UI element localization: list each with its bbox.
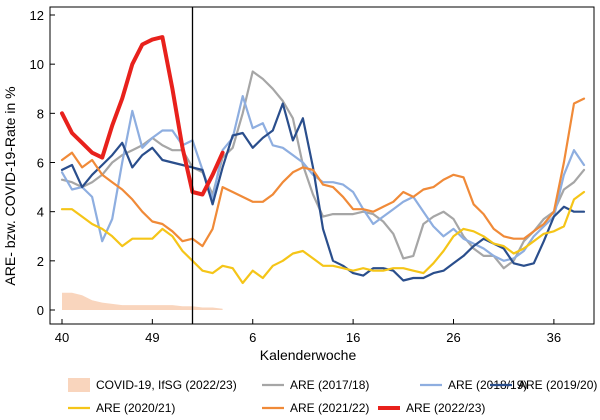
legend-item: ARE (2022/23) — [378, 401, 485, 415]
y-axis-title: ARE- bzw. COVID-19-Rate in % — [2, 86, 18, 285]
x-tick-label: 26 — [446, 330, 460, 345]
y-tick-label: 6 — [37, 156, 44, 171]
plot-area — [49, 6, 595, 325]
legend-item: ARE (2018/19) — [420, 378, 527, 392]
legend-item: ARE (2017/18) — [262, 378, 369, 392]
y-tick-label: 0 — [37, 303, 44, 318]
x-tick-label: 16 — [346, 330, 360, 345]
legend-item: ARE (2019/20) — [490, 378, 597, 392]
series-are-2018-19-line — [60, 94, 586, 262]
y-tick-label: 4 — [37, 205, 44, 220]
legend-label: ARE (2019/20) — [518, 378, 597, 392]
legend-label: ARE (2017/18) — [290, 378, 369, 392]
legend-label: ARE (2021/22) — [290, 401, 369, 415]
series-covid-19-ifsg-2022-23-area — [62, 292, 223, 310]
series-are-2020-21-line — [60, 190, 586, 285]
x-tick-label: 40 — [55, 330, 69, 345]
legend-label: COVID-19, IfSG (2022/23) — [96, 378, 237, 392]
x-tick-label: 49 — [145, 330, 159, 345]
y-tick-label: 12 — [30, 8, 44, 23]
legend-item: COVID-19, IfSG (2022/23) — [68, 378, 237, 392]
y-tick-label: 10 — [30, 57, 44, 72]
series-are-2019-20-line — [60, 102, 586, 282]
y-tick-label: 8 — [37, 106, 44, 121]
x-axis-ticks: 40 49 6 16 26 36 — [55, 319, 561, 345]
x-tick-label: 6 — [249, 330, 256, 345]
legend-item: ARE (2020/21) — [68, 401, 175, 415]
legend-swatch — [68, 378, 90, 392]
legend-item: ARE (2021/22) — [262, 401, 369, 415]
y-tick-label: 2 — [37, 254, 44, 269]
legend-label: ARE (2020/21) — [96, 401, 175, 415]
legend: COVID-19, IfSG (2022/23) ARE (2017/18) ARE… — [68, 378, 597, 415]
y-axis-ticks: 0 2 4 6 8 10 12 — [30, 8, 55, 318]
x-tick-label: 36 — [547, 330, 561, 345]
series-are-2022-23-line — [60, 35, 225, 197]
x-axis-title: Kalenderwoche — [260, 347, 357, 363]
legend-label: ARE (2022/23) — [406, 401, 485, 415]
plot-frame — [49, 6, 595, 325]
series-are-2021-22-line — [60, 97, 586, 248]
legend-label: ARE (2018/19) — [448, 378, 527, 392]
